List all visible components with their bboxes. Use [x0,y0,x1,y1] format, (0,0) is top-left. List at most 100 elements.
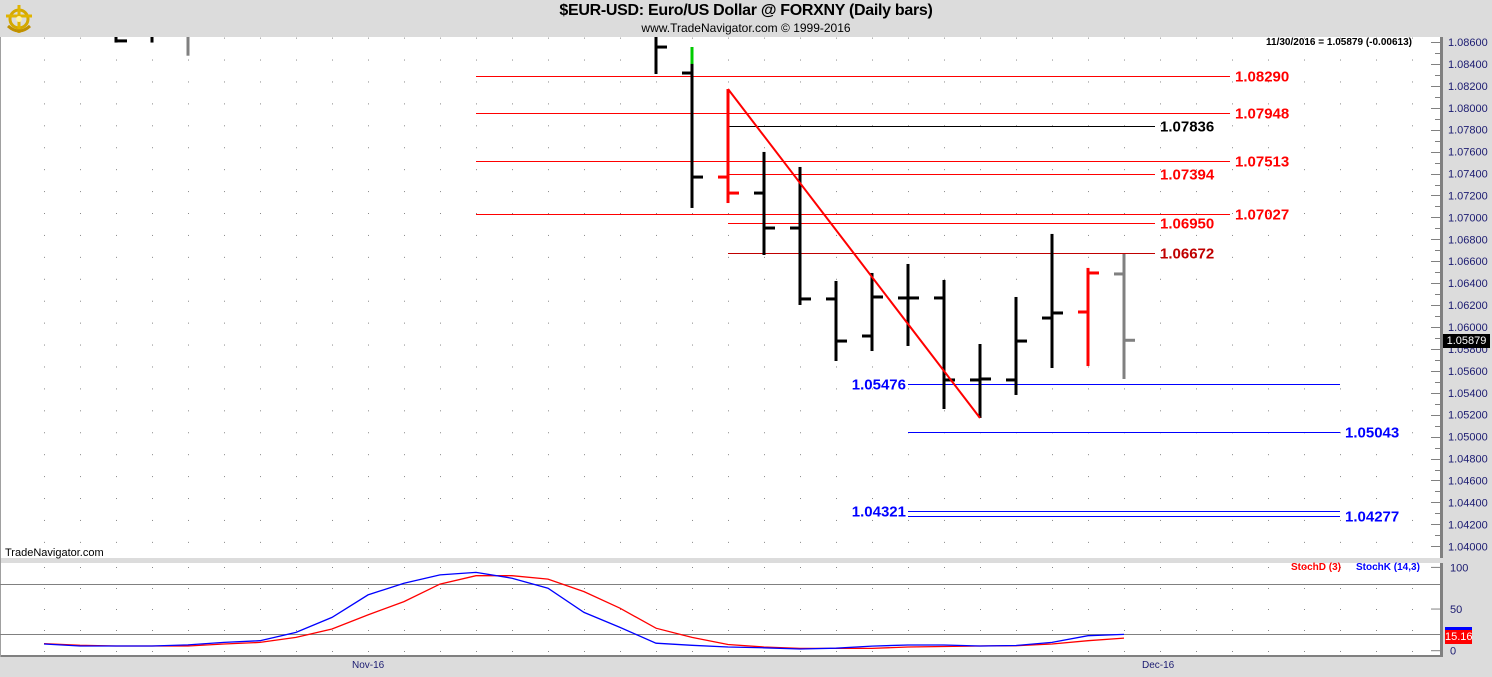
grid-dot [188,213,189,215]
grid-dot [152,651,153,652]
grid-dot [872,213,873,215]
y-tick-label: 1.07600 [1448,147,1488,159]
grid-dot [44,519,45,521]
grid-dot [116,278,117,280]
grid-dot [152,609,153,610]
grid-dot [440,278,441,280]
grid-dot [1160,234,1161,236]
grid-dot [332,256,333,258]
grid-dot [1196,256,1197,258]
grid-dot [620,234,621,236]
grid-dot [836,125,837,127]
grid-dot [944,454,945,456]
grid-dot [692,476,693,478]
grid-dot [1304,147,1305,149]
grid-dot [620,213,621,215]
ohlc-close-tick [728,191,739,195]
grid-dot [1052,651,1053,652]
grid-dot [260,454,261,456]
grid-dot [764,388,765,390]
grid-dot [332,630,333,631]
grid-dot [1376,588,1377,589]
grid-dot [1088,476,1089,478]
grid-dot [1376,567,1377,568]
grid-dot [944,630,945,631]
grid-dot [656,609,657,610]
grid-dot [872,432,873,434]
grid-dot [1088,609,1089,610]
grid-dot [548,322,549,324]
grid-dot [1232,256,1233,258]
grid-dot [584,125,585,127]
grid-dot [368,541,369,543]
grid-dot [260,388,261,390]
grid-dot [1340,476,1341,478]
grid-dot [116,651,117,652]
grid-dot [44,59,45,61]
grid-dot [476,519,477,521]
grid-dot [1232,169,1233,171]
y-tick-label: 1.08600 [1448,37,1488,49]
grid-dot [872,234,873,236]
grid-dot [764,588,765,589]
grid-dot [872,651,873,652]
grid-dot [944,37,945,39]
grid-dot [980,81,981,83]
grid-dot [548,410,549,412]
grid-dot [908,169,909,171]
price-axis: 1.08600 1.08400 1.08200 1.08000 1.07800 1.076… [0,37,1488,657]
grid-dot [692,388,693,390]
grid-dot [1124,609,1125,610]
grid-dot [440,498,441,500]
grid-dot [656,630,657,631]
grid-dot [980,213,981,215]
grid-dot [152,278,153,280]
grid-dot [836,234,837,236]
grid-dot [980,278,981,280]
grid-dot [980,476,981,478]
grid-dot [1340,651,1341,652]
grid-dot [1412,234,1413,236]
grid-dot [584,630,585,631]
grid-dot [836,256,837,258]
grid-dot [620,454,621,456]
grid-dot [944,59,945,61]
grid-dot [620,432,621,434]
grid-dot [548,432,549,434]
y-tick-label: 1.08400 [1448,59,1488,71]
grid-dot [872,388,873,390]
grid-dot [908,234,909,236]
level-label: 1.07948 [1235,106,1289,123]
grid-dot [1052,388,1053,390]
grid-dot [512,256,513,258]
grid-dot [1376,256,1377,258]
grid-dot [332,609,333,610]
grid-dot [476,125,477,127]
grid-dot [980,103,981,105]
grid-dot [80,609,81,610]
grid-dot [116,588,117,589]
grid-dot [548,125,549,127]
grid-dot [908,147,909,149]
grid-dot [1376,344,1377,346]
grid-dot [1268,567,1269,568]
grid-dot [1088,588,1089,589]
grid-dot [44,588,45,589]
grid-dot [944,588,945,589]
grid-dot [152,541,153,543]
grid-dot [188,432,189,434]
grid-dot [1304,630,1305,631]
grid-dot [116,454,117,456]
grid-dot [1340,366,1341,368]
grid-dot [1304,191,1305,193]
grid-dot [224,59,225,61]
grid-dot [368,588,369,589]
grid-dot [1232,344,1233,346]
grid-dot [44,191,45,193]
grid-dot [404,191,405,193]
grid-dot [1376,147,1377,149]
grid-dot [1124,498,1125,500]
grid-dot [152,191,153,193]
grid-dot [872,37,873,39]
grid-dot [800,541,801,543]
